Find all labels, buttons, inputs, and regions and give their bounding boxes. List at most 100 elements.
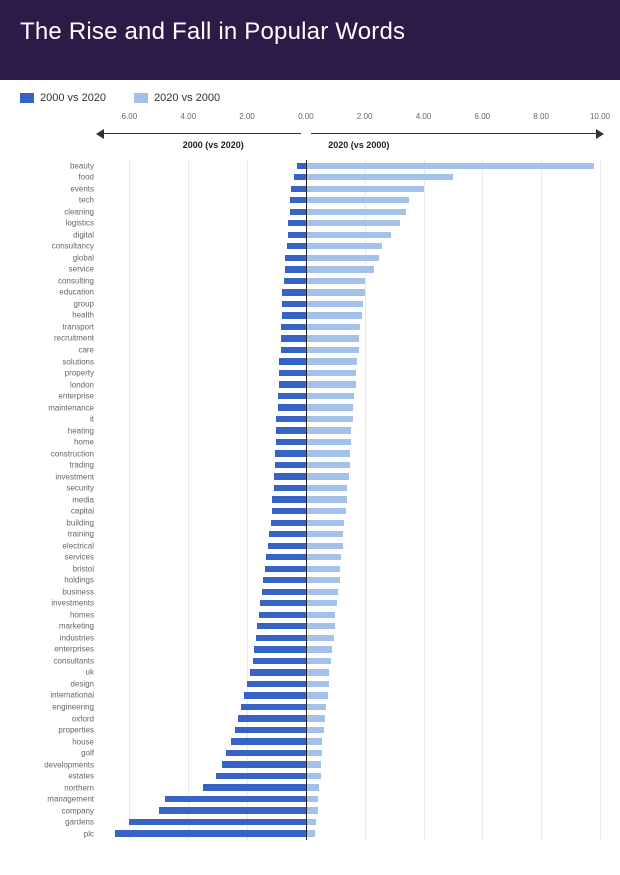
bar-right — [306, 784, 319, 790]
bar-right — [306, 715, 325, 721]
legend-item-2020: 2020 vs 2000 — [134, 92, 220, 104]
bar-right — [306, 370, 356, 376]
bar-left — [115, 830, 306, 836]
bar-row: holdings — [100, 575, 600, 587]
bar-row: industries — [100, 632, 600, 644]
bar-right — [306, 589, 338, 595]
row-label: engineering — [52, 702, 100, 711]
row-label: properties — [58, 726, 100, 735]
bar-right — [306, 439, 352, 445]
bar-row: education — [100, 287, 600, 299]
legend-label-2020: 2020 vs 2000 — [154, 92, 220, 104]
bar-right — [306, 658, 331, 664]
bar-row: health — [100, 310, 600, 322]
bar-row: uk — [100, 667, 600, 679]
row-label: building — [66, 518, 100, 527]
bar-right — [306, 543, 343, 549]
row-label: tech — [79, 196, 100, 205]
bar-right — [306, 462, 350, 468]
bar-left — [274, 485, 306, 491]
bar-right — [306, 738, 322, 744]
row-label: enterprise — [58, 392, 100, 401]
row-label: oxford — [72, 714, 100, 723]
bar-left — [241, 704, 306, 710]
bar-left — [272, 496, 306, 502]
row-label: investments — [51, 599, 100, 608]
bar-left — [290, 197, 306, 203]
axis-tick: 6.00 — [475, 112, 491, 121]
bar-right — [306, 727, 324, 733]
bar-left — [226, 750, 305, 756]
bar-right — [306, 186, 424, 192]
row-label: it — [90, 415, 100, 424]
bar-row: recruitment — [100, 333, 600, 345]
bar-row: management — [100, 793, 600, 805]
bar-row: company — [100, 805, 600, 817]
row-label: design — [70, 679, 100, 688]
bar-row: properties — [100, 724, 600, 736]
bar-right — [306, 393, 355, 399]
bar-left — [260, 600, 306, 606]
legend-label-2000: 2000 vs 2020 — [40, 92, 106, 104]
row-label: london — [70, 380, 100, 389]
bar-right — [306, 163, 594, 169]
bar-left — [238, 715, 306, 721]
plot-area: beautyfoodeventstechcleaninglogisticsdig… — [100, 160, 600, 840]
row-label: education — [59, 288, 100, 297]
bar-right — [306, 554, 341, 560]
arrow-left-head-icon — [96, 129, 104, 139]
bar-row: trading — [100, 459, 600, 471]
bar-row: gardens — [100, 816, 600, 828]
bar-right — [306, 750, 322, 756]
row-label: golf — [81, 749, 100, 758]
bar-row: service — [100, 264, 600, 276]
bar-row: building — [100, 517, 600, 529]
bar-left — [282, 312, 306, 318]
bar-right — [306, 358, 357, 364]
bar-right — [306, 819, 316, 825]
bar-right — [306, 773, 321, 779]
bar-row: it — [100, 413, 600, 425]
axis-tick: 4.00 — [180, 112, 196, 121]
bar-row: beauty — [100, 160, 600, 172]
bar-left — [274, 473, 306, 479]
axis-tick: 0.00 — [298, 112, 314, 121]
axis-tick: 10.00 — [590, 112, 610, 121]
bar-row: capital — [100, 505, 600, 517]
axis-tick: 8.00 — [533, 112, 549, 121]
row-label: holdings — [64, 576, 100, 585]
bar-left — [276, 416, 305, 422]
bar-right — [306, 646, 332, 652]
bar-right — [306, 404, 353, 410]
bar-right — [306, 347, 359, 353]
axis-area: 6.004.002.000.002.004.006.008.0010.00 20… — [100, 112, 600, 160]
row-label: events — [70, 184, 100, 193]
bar-left — [275, 462, 306, 468]
bar-row: consultants — [100, 655, 600, 667]
bar-left — [244, 692, 306, 698]
bar-row: electrical — [100, 540, 600, 552]
row-label: homes — [70, 610, 100, 619]
bar-right — [306, 577, 340, 583]
row-label: international — [50, 691, 100, 700]
arrow-right — [311, 133, 600, 134]
bar-right — [306, 255, 380, 261]
bar-row: london — [100, 379, 600, 391]
row-label: recruitment — [54, 334, 100, 343]
row-label: capital — [71, 507, 100, 516]
axis-arrows: 2000 (vs 2020) 2020 (vs 2000) — [100, 130, 600, 150]
bar-left — [282, 289, 306, 295]
row-label: care — [78, 346, 100, 355]
bar-right — [306, 520, 344, 526]
bar-left — [278, 393, 306, 399]
bar-left — [250, 669, 306, 675]
bar-row: property — [100, 367, 600, 379]
bar-left — [165, 796, 306, 802]
bar-right — [306, 473, 349, 479]
bar-row: care — [100, 344, 600, 356]
bar-left — [231, 738, 306, 744]
bar-left — [272, 508, 306, 514]
arrow-right-head-icon — [596, 129, 604, 139]
bar-row: home — [100, 436, 600, 448]
bar-left — [266, 554, 306, 560]
